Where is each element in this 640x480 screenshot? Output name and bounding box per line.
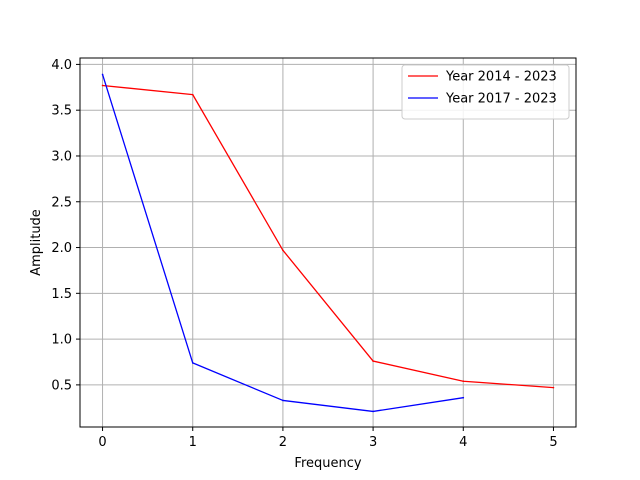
y-tick-label: 0.5 (51, 378, 72, 393)
x-tick-label: 2 (279, 435, 287, 450)
y-tick-label: 2.5 (51, 195, 72, 210)
series-line-1 (102, 84, 554, 389)
series-1-point (282, 249, 284, 252)
series-2-point (282, 399, 284, 402)
x-tick-label: 1 (189, 435, 197, 450)
ticks: 0 1 2 3 4 5 0.5 1.0 1.5 2.0 2.5 3.0 3.5 4.0 (51, 58, 557, 450)
y-tick-label: 4.0 (51, 58, 72, 73)
y-tick-label: 3.5 (51, 104, 72, 119)
y-tick-label: 1.0 (51, 333, 72, 348)
x-tick-label: 0 (98, 435, 106, 450)
series-layer (101, 73, 555, 413)
series-2-point (462, 396, 465, 399)
plot-frame (79, 57, 577, 428)
x-tick-label: 4 (459, 435, 467, 450)
series-1-point (462, 380, 465, 383)
grid (80, 58, 576, 427)
series-1-point (191, 93, 194, 96)
y-axis-label: Amplitude (29, 209, 44, 276)
series-1-point (101, 84, 104, 87)
legend-box (401, 64, 570, 120)
series-1-point (372, 360, 374, 362)
series-2-point (191, 362, 194, 364)
x-tick-label: 5 (549, 435, 557, 450)
y-tick-label: 1.5 (51, 287, 72, 302)
x-tick-label: 3 (369, 435, 377, 450)
legend: Year 2014 - 2023 Year 2017 - 2023 (401, 64, 570, 120)
x-axis-label: Frequency (294, 456, 361, 471)
series-2-point (101, 73, 104, 76)
series-2-point (372, 410, 374, 413)
series-1-point (552, 386, 555, 389)
y-tick-label: 2.0 (51, 241, 72, 256)
legend-label-2: Year 2017 - 2023 (445, 92, 557, 107)
y-tick-label: 3.0 (51, 149, 72, 164)
legend-label-1: Year 2014 - 2023 (445, 70, 557, 85)
